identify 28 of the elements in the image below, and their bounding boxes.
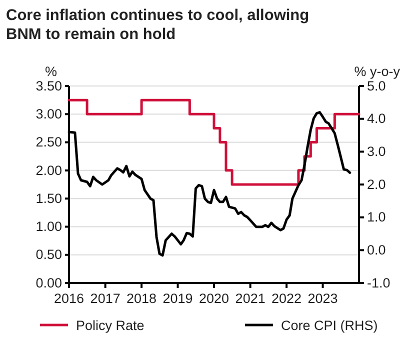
y2-axis-title: % y-o-y bbox=[354, 64, 400, 79]
x-tick-label: 2021 bbox=[235, 291, 266, 306]
y-tick-label: 3.50 bbox=[36, 78, 62, 94]
y2-tick-label: 2.0 bbox=[367, 176, 386, 192]
x-tick-label: 2022 bbox=[272, 291, 302, 306]
y-tick-label: 1.00 bbox=[36, 219, 62, 234]
x-tick-label: 2020 bbox=[198, 291, 230, 306]
y-tick-label: 0.00 bbox=[36, 275, 62, 290]
y2-tick-label: 4.0 bbox=[367, 111, 386, 126]
x-tick-label: 2023 bbox=[308, 291, 338, 306]
legend-label: Core CPI (RHS) bbox=[281, 318, 378, 333]
y-tick-label: 1.50 bbox=[36, 190, 62, 206]
chart-title: Core inflation continues to cool, allowing BNM to remain on hold bbox=[6, 7, 310, 43]
legend-label: Policy Rate bbox=[76, 318, 144, 333]
y-axis-title: % bbox=[45, 64, 58, 79]
y2-tick-label: 5.0 bbox=[367, 78, 386, 94]
y2-tick-label: 1.0 bbox=[367, 210, 386, 225]
y-tick-label: 2.00 bbox=[36, 162, 62, 178]
x-tick-label: 2018 bbox=[126, 291, 157, 306]
y2-tick-label: 3.0 bbox=[367, 144, 386, 159]
y2-tick-label: 0.0 bbox=[367, 242, 386, 258]
x-tick-label: 2016 bbox=[54, 291, 84, 306]
y-tick-label: 3.00 bbox=[36, 106, 62, 122]
x-tick-label: 2017 bbox=[90, 291, 120, 306]
x-tick-label: 2019 bbox=[162, 291, 193, 306]
y2-tick-label: -1.0 bbox=[367, 275, 390, 290]
y-tick-label: 2.50 bbox=[36, 134, 62, 150]
y-tick-label: 0.50 bbox=[36, 247, 62, 262]
